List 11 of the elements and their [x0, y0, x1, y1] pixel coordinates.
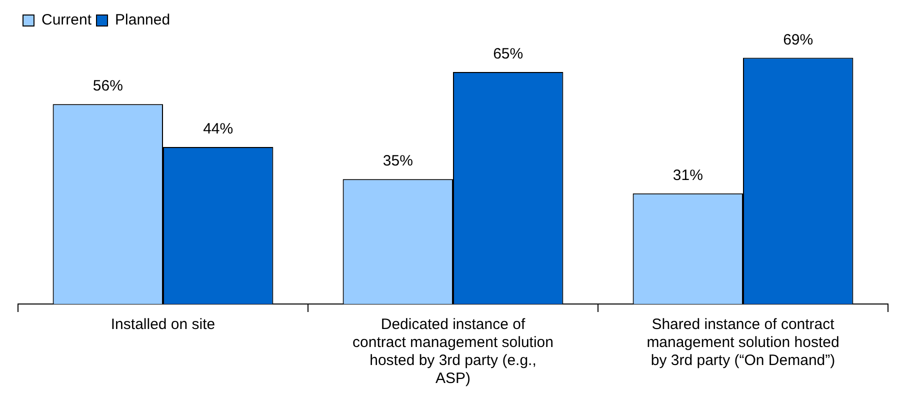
- x-tick-label: Dedicated instance of contract management solution hosted by 3rd party (e.g., ASP): [352, 316, 554, 388]
- data-label: 31%: [672, 166, 703, 184]
- data-label: 35%: [382, 152, 413, 170]
- data-label: 69%: [783, 31, 814, 48]
- data-label: 65%: [493, 46, 524, 63]
- data-label: 44%: [203, 120, 234, 138]
- legend-label: Current: [42, 12, 92, 29]
- legend-label: Planned: [115, 12, 170, 29]
- data-label: 56%: [92, 78, 123, 95]
- x-tick-label: Shared instance of contract management solution hosted by 3rd party (“On Demand”): [646, 316, 840, 370]
- x-tick-label: Installed on site: [110, 316, 216, 334]
